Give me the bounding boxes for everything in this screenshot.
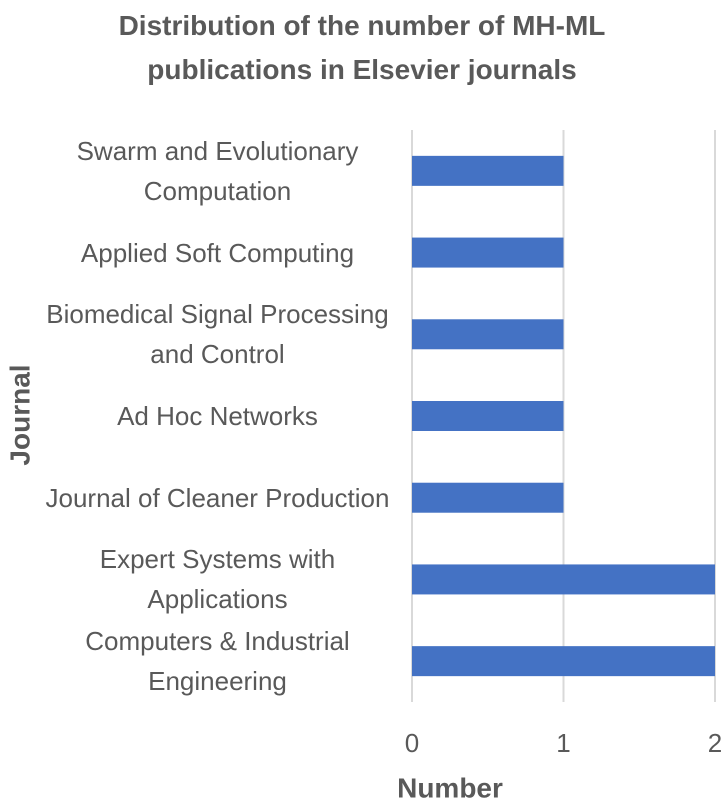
bar	[412, 237, 564, 268]
y-tick-label: Applied Soft Computing	[80, 237, 355, 268]
y-tick-label: Ad Hoc Networks	[117, 401, 318, 431]
y-axis-label: Journal	[4, 364, 35, 465]
y-tick-label: Expert Systems with Applications	[99, 544, 336, 615]
y-tick-label: Computers & Industrial Engineering	[85, 626, 350, 697]
chart-title: Distribution of the number of MH-ML publ…	[118, 10, 606, 85]
y-tick-label: Journal of Cleaner Production	[45, 482, 390, 513]
bar	[412, 646, 715, 677]
x-tick-label: 0	[405, 728, 419, 758]
bar	[412, 155, 564, 186]
bar	[412, 401, 564, 431]
bar	[412, 482, 564, 513]
bar	[412, 319, 564, 350]
y-tick-label: Biomedical Signal Processing and Control	[46, 299, 389, 370]
x-tick-label: 1	[556, 728, 570, 758]
x-tick-label: 2	[708, 728, 722, 758]
y-tick-label: Swarm and Evolutionary Computation	[76, 135, 359, 206]
x-axis-label: Number	[397, 772, 503, 803]
bar	[412, 564, 715, 595]
